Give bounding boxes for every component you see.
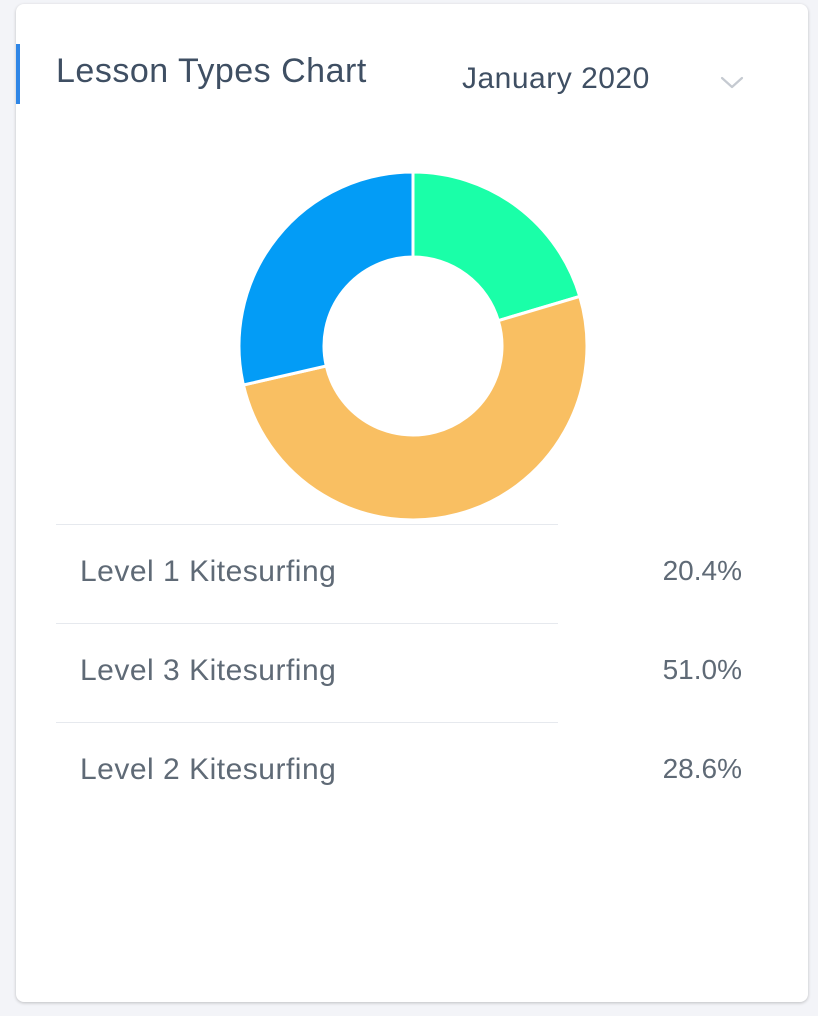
- legend-value: 20.4%: [662, 555, 742, 586]
- donut-slice-1[interactable]: [411, 170, 582, 323]
- donut-slice-3[interactable]: [237, 170, 415, 387]
- legend-label: Level 1 Kitesurfing: [80, 555, 337, 588]
- legend-label: Level 3 Kitesurfing: [80, 654, 337, 687]
- title-accent-bar: [16, 44, 20, 104]
- period-dropdown[interactable]: January 2020: [462, 62, 752, 106]
- period-dropdown-value: January 2020: [462, 62, 650, 95]
- chevron-down-icon: [720, 76, 744, 89]
- lesson-types-card: Lesson Types Chart January 2020 Level 1 …: [16, 4, 808, 1002]
- legend-table: Level 1 Kitesurfing 20.4% Level 3 Kitesurf…: [56, 524, 756, 821]
- legend-row: Level 3 Kitesurfing 51.0%: [56, 623, 742, 722]
- card-title: Lesson Types Chart: [56, 52, 367, 90]
- legend-value: 51.0%: [662, 654, 742, 685]
- legend-row: Level 1 Kitesurfing 20.4%: [56, 524, 742, 623]
- legend-value: 28.6%: [662, 753, 742, 784]
- donut-chart: [237, 170, 589, 522]
- legend-row: Level 2 Kitesurfing 28.6%: [56, 722, 742, 821]
- legend-label: Level 2 Kitesurfing: [80, 753, 337, 786]
- donut-slice-2[interactable]: [241, 294, 589, 522]
